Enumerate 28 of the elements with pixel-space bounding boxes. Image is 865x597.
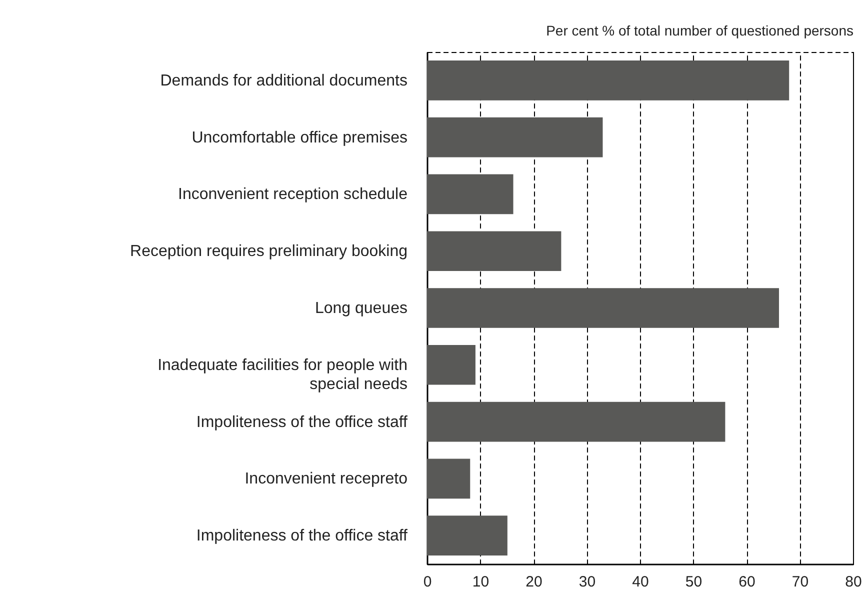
bar (427, 174, 514, 214)
y-tick-label: Reception requires preliminary booking (130, 243, 408, 260)
bar (427, 458, 470, 499)
x-tick-label: 70 (792, 574, 809, 590)
x-tick-label: 40 (632, 574, 649, 590)
x-tick-label: 20 (526, 574, 542, 590)
y-tick-label: Inadequate facilities for people with special needs (158, 356, 408, 393)
x-tick-label: 30 (578, 574, 596, 590)
y-tick-label: Impoliteness of the office staff (196, 528, 408, 545)
bar (427, 402, 726, 442)
x-tick-label: 10 (472, 574, 490, 590)
bar (427, 344, 476, 385)
y-tick-label: Demands for additional documents (160, 72, 408, 90)
x-tick-label: 50 (685, 574, 702, 590)
y-tick-label: Inconvenient reception schedule (178, 186, 408, 204)
x-axis-title: Per cent % of total number of questioned persons (546, 22, 854, 38)
y-tick-label: Uncomfortable office premises (192, 129, 408, 146)
bar (427, 117, 603, 158)
y-tick-label: Inconvenient recepreto (244, 470, 408, 488)
y-tick-label: Impoliteness of the office staff (196, 414, 408, 431)
x-tick-label: 80 (845, 574, 862, 590)
bar (427, 516, 508, 556)
x-tick-label: 0 (423, 574, 432, 590)
bar (427, 60, 790, 100)
y-tick-label: Long queues (314, 300, 408, 317)
x-tick-label: 60 (738, 574, 756, 590)
bar (427, 288, 779, 328)
bar (427, 231, 562, 272)
